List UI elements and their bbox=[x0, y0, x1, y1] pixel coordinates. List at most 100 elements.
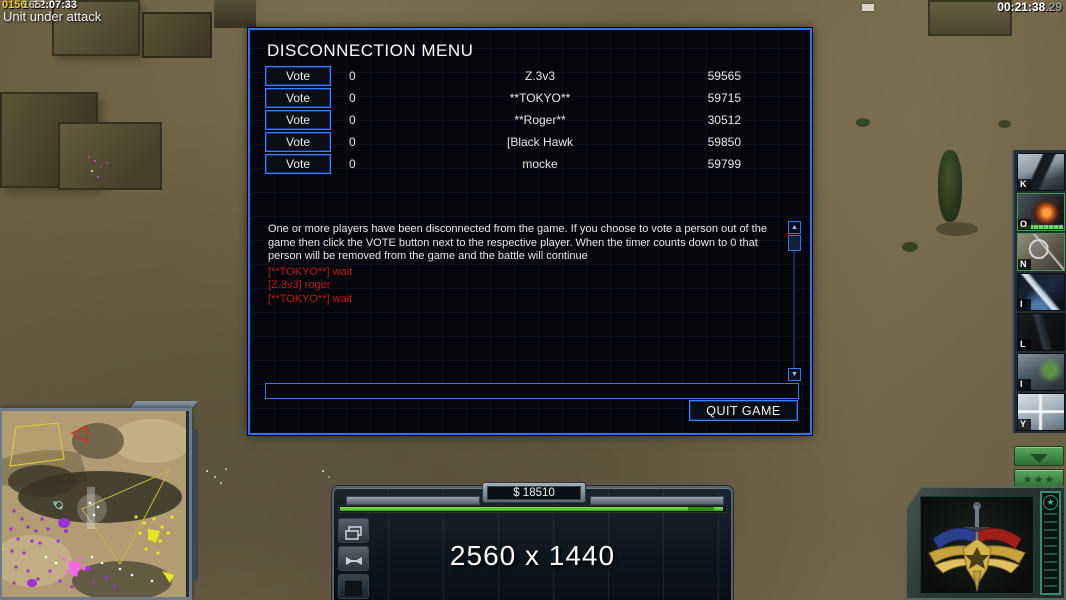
player-score: 59565 bbox=[707, 69, 741, 83]
building bbox=[214, 0, 256, 28]
chat-input[interactable] bbox=[265, 383, 799, 399]
scroll-up-icon[interactable]: ▲ bbox=[788, 221, 801, 234]
command-center-panel: ★ bbox=[905, 486, 1066, 600]
power-jet-strike[interactable]: O bbox=[1017, 193, 1065, 231]
hotkey-label: Y bbox=[1018, 419, 1031, 430]
experience-gauge: ★ bbox=[1040, 491, 1061, 595]
minimap[interactable] bbox=[2, 411, 186, 597]
rubble bbox=[862, 4, 874, 11]
chat-line: [**TOKYO**] wait bbox=[268, 292, 353, 305]
chat-line: [**TOKYO**] wait bbox=[268, 265, 353, 278]
player-row: Vote 0 **TOKYO** 59715 bbox=[250, 88, 810, 110]
player-row: Vote 0 Z.3v3 59565 bbox=[250, 66, 810, 88]
unit-under-attack-alert: Unit under attack bbox=[3, 9, 102, 24]
blank-button[interactable] bbox=[338, 574, 369, 599]
message-box: One or more players have been disconnect… bbox=[264, 221, 788, 381]
power-satellite[interactable]: I bbox=[1017, 273, 1065, 311]
game-timer: 00:21:38.29 bbox=[997, 0, 1062, 14]
chevron-down-icon bbox=[1030, 454, 1048, 463]
vote-button[interactable]: Vote bbox=[265, 88, 331, 108]
power-bar-fill bbox=[340, 507, 724, 511]
scrollbar-track[interactable] bbox=[793, 221, 795, 381]
power-recon-scan[interactable]: N bbox=[1017, 233, 1065, 271]
power-paradrop[interactable]: I bbox=[1017, 353, 1065, 391]
bush bbox=[902, 242, 918, 252]
chat-line: [Z.3v3] roger bbox=[268, 279, 331, 291]
score-counter: 0156 bbox=[2, 0, 27, 11]
timer-fraction: .29 bbox=[1045, 0, 1062, 14]
experience-ladder bbox=[1044, 513, 1057, 591]
vote-count: 0 bbox=[349, 91, 356, 105]
vote-button[interactable]: Vote bbox=[265, 66, 331, 86]
player-name: **TOKYO** bbox=[509, 91, 571, 105]
power-bar-cap bbox=[688, 507, 714, 511]
recharge-progress bbox=[1019, 225, 1063, 229]
special-powers-sidebar: K O N I L I Y bbox=[1012, 150, 1066, 433]
power-drone[interactable]: Y bbox=[1017, 393, 1065, 431]
tools-button[interactable] bbox=[338, 546, 369, 571]
hotkey-label: K bbox=[1018, 179, 1031, 190]
message-scrollbar: ▲ ▼ bbox=[788, 221, 801, 381]
airforce-general-logo bbox=[928, 502, 1026, 592]
hotkey-label: O bbox=[1018, 219, 1031, 230]
player-score: 30512 bbox=[707, 113, 741, 127]
player-row: Vote 0 [Black Hawk 59850 bbox=[250, 132, 810, 154]
dialog-title: DISCONNECTION MENU bbox=[267, 41, 474, 60]
scroll-down-icon[interactable]: ▼ bbox=[788, 368, 801, 381]
control-bar-wing-right bbox=[590, 496, 724, 505]
hotkey-label: L bbox=[1018, 339, 1031, 350]
minimap-panel bbox=[0, 408, 192, 600]
cascade-windows-button[interactable] bbox=[338, 518, 369, 543]
vote-button[interactable]: Vote bbox=[265, 132, 331, 152]
vote-count: 0 bbox=[349, 135, 356, 149]
power-bomber-strike[interactable]: K bbox=[1017, 153, 1065, 191]
map-speck bbox=[88, 156, 90, 158]
player-row: Vote 0 **Roger** 30512 bbox=[250, 110, 810, 132]
tree-shadow bbox=[936, 222, 978, 236]
resolution-overlay: 2560 x 1440 bbox=[449, 540, 616, 571]
bush bbox=[998, 120, 1011, 128]
general-promotion-button[interactable]: ★★★ bbox=[1014, 469, 1064, 489]
player-score: 59799 bbox=[707, 157, 741, 171]
hotkey-label: N bbox=[1018, 259, 1031, 270]
hotkey-label: I bbox=[1018, 379, 1031, 390]
disconnect-message: One or more players have been disconnect… bbox=[268, 223, 767, 262]
building-cluster-left bbox=[0, 92, 98, 188]
power-bar bbox=[338, 505, 727, 513]
player-name: Z.3v3 bbox=[524, 69, 555, 83]
quit-game-button[interactable]: QUIT GAME bbox=[689, 400, 798, 421]
vote-count: 0 bbox=[349, 157, 356, 171]
player-row: Vote 0 mocke 59799 bbox=[250, 154, 810, 176]
timer-main: 00:21:38 bbox=[997, 0, 1046, 14]
vote-count: 0 bbox=[349, 113, 356, 127]
power-stealth-bomber[interactable]: L bbox=[1017, 313, 1065, 351]
star-icon: ★ bbox=[1043, 495, 1058, 510]
tools-icon bbox=[346, 556, 362, 565]
disconnection-menu-dialog: DISCONNECTION MENU Vote 0 Z.3v3 59565 Vo… bbox=[248, 28, 812, 435]
control-bar-wing-left bbox=[346, 496, 480, 505]
vote-button[interactable]: Vote bbox=[265, 110, 331, 130]
player-name: **Roger** bbox=[514, 113, 566, 127]
player-score: 59715 bbox=[707, 91, 741, 105]
player-score: 59850 bbox=[707, 135, 741, 149]
faction-logo-box bbox=[920, 496, 1034, 594]
player-name: mocke bbox=[522, 157, 558, 171]
vote-count: 0 bbox=[349, 69, 356, 83]
money-tab: $ 18510 bbox=[482, 482, 586, 503]
money-display: $ 18510 bbox=[487, 486, 581, 500]
top-left-counters: 0156 165 22:07:33 bbox=[2, 0, 77, 11]
mid-counter: 165 bbox=[22, 0, 41, 11]
player-name: [Black Hawk bbox=[506, 135, 574, 149]
building bbox=[58, 122, 162, 190]
rank-stars-icon: ★★★ bbox=[1022, 474, 1056, 486]
collapse-sidebar-button[interactable] bbox=[1014, 446, 1064, 466]
scrollbar-thumb[interactable] bbox=[788, 235, 801, 251]
control-bar: $ 18510 2560 x 1440 bbox=[332, 482, 733, 600]
blank-slot bbox=[345, 581, 362, 596]
tree bbox=[938, 150, 962, 222]
hotkey-label: I bbox=[1018, 299, 1031, 310]
bush bbox=[856, 118, 870, 127]
clock-counter: 22:07:33 bbox=[32, 0, 78, 11]
vote-button[interactable]: Vote bbox=[265, 154, 331, 174]
